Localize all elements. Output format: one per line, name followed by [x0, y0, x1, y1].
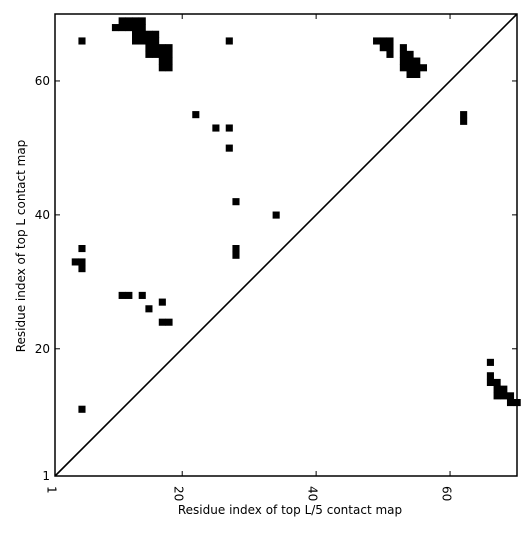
x-axis-label: Residue index of top L/5 contact map	[178, 503, 402, 517]
contact-cell	[493, 392, 501, 400]
contact-cell	[225, 144, 233, 152]
contact-cell	[225, 37, 233, 45]
contact-cell	[145, 305, 153, 313]
contact-cell	[413, 64, 421, 72]
contact-cell	[493, 378, 501, 387]
contact-cell	[158, 50, 166, 58]
contact-cell	[399, 64, 407, 72]
y-tick-label: 20	[35, 342, 50, 356]
contact-cell	[406, 64, 414, 72]
contact-cell	[379, 44, 387, 52]
contact-cell	[165, 64, 173, 72]
contact-cell	[406, 70, 414, 79]
y-tick-label: 40	[35, 208, 50, 222]
diagonal-line	[54, 13, 518, 477]
contact-cell	[386, 37, 394, 45]
contact-cell	[158, 44, 166, 52]
contact-cell	[125, 24, 133, 32]
contact-cell	[506, 392, 515, 400]
contact-cell	[386, 50, 394, 58]
contact-cell	[78, 245, 86, 253]
contact-cell	[158, 318, 166, 326]
contact-cells	[71, 17, 521, 413]
contact-cell	[379, 37, 387, 45]
contact-cell	[232, 198, 240, 206]
contact-cell	[419, 64, 428, 72]
contact-cell	[460, 117, 468, 125]
contact-cell	[145, 44, 153, 52]
contact-cell	[399, 57, 407, 65]
contact-cell	[386, 44, 394, 52]
contact-cell	[506, 399, 515, 407]
contact-cell	[152, 37, 160, 45]
contact-cell	[132, 30, 140, 38]
contact-cell	[500, 385, 508, 393]
contact-cell	[138, 17, 146, 25]
contact-cell	[192, 111, 200, 119]
contact-cell	[413, 70, 421, 79]
contact-cell	[152, 44, 160, 52]
contact-cell	[399, 50, 407, 58]
contact-cell	[125, 291, 133, 299]
contact-cell	[138, 37, 146, 45]
contact-cell	[158, 298, 166, 306]
contact-cell	[138, 291, 146, 299]
contact-cell	[272, 211, 280, 219]
contact-cell	[406, 57, 414, 65]
contact-cell	[78, 37, 86, 45]
contact-cell	[118, 24, 126, 32]
contact-cell	[165, 57, 173, 65]
contact-cell	[132, 17, 140, 25]
x-tick-label: 60	[440, 486, 454, 501]
contact-cell	[158, 57, 166, 65]
contact-cell	[399, 44, 407, 52]
axis-ticks: 1 20 40 60 1 20 40 60	[35, 14, 517, 501]
contact-cell	[111, 24, 120, 32]
contact-cell	[145, 37, 153, 45]
contact-cell	[165, 318, 173, 326]
contact-cell	[145, 50, 153, 58]
contact-cell	[132, 24, 140, 32]
contact-cell	[406, 50, 414, 58]
contact-cell	[486, 378, 494, 387]
contact-cell	[413, 57, 421, 65]
contact-cell	[145, 30, 153, 38]
contact-cell	[152, 50, 160, 58]
x-tick-label: 20	[172, 486, 186, 501]
contact-cell	[71, 258, 79, 266]
contact-cell	[158, 64, 166, 72]
contact-cell	[78, 258, 86, 266]
contact-cell	[486, 358, 494, 366]
contact-cell	[500, 392, 508, 400]
y-tick-label: 60	[35, 74, 50, 88]
contact-cell	[460, 111, 468, 119]
contact-cell	[152, 30, 160, 38]
contact-cell	[138, 24, 146, 32]
contact-cell	[118, 291, 126, 299]
contact-cell	[138, 30, 146, 38]
contact-cell	[373, 37, 381, 45]
contact-cell	[165, 50, 173, 58]
x-tick-label: 1	[45, 486, 59, 494]
contact-cell	[232, 245, 240, 253]
y-tick-label: 1	[42, 469, 50, 483]
contact-cell	[493, 385, 501, 393]
x-tick-label: 40	[306, 486, 320, 501]
contact-cell	[78, 265, 86, 273]
contact-cell	[486, 372, 494, 380]
contact-cell	[225, 124, 233, 132]
contact-cell	[78, 405, 86, 413]
contact-cell	[125, 17, 133, 25]
y-axis-label: Residue index of top L contact map	[14, 140, 28, 353]
contact-cell	[232, 251, 240, 259]
contact-cell	[132, 37, 140, 45]
contact-cell	[212, 124, 220, 132]
plot-frame	[54, 13, 518, 477]
contact-cell	[165, 44, 173, 52]
contact-cell	[118, 17, 126, 25]
